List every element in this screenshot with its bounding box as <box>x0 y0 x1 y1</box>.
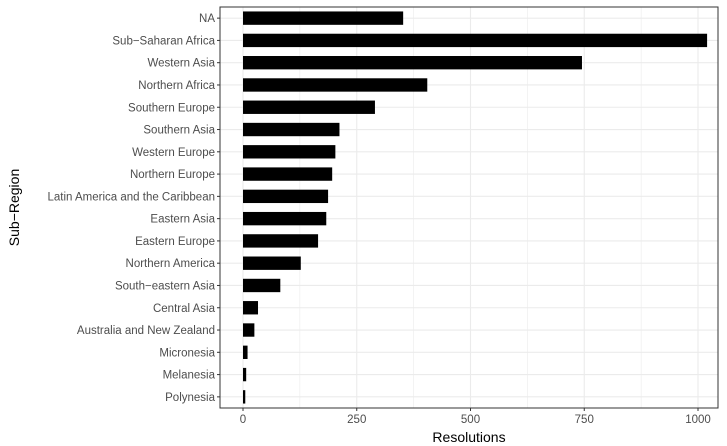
category-label: Central Asia <box>153 303 216 315</box>
category-label: Eastern Asia <box>150 214 215 226</box>
bar <box>243 56 582 70</box>
category-labels: NA Sub−Saharan Africa Western Asia Northern… <box>48 13 220 404</box>
bar <box>243 122 340 137</box>
bar <box>243 211 327 226</box>
category-label: Sub−Saharan Africa <box>112 35 215 47</box>
bar <box>243 301 259 315</box>
x-tick-label: 1000 <box>685 414 711 426</box>
x-tick-label: 500 <box>461 414 480 426</box>
category-label: Southern Asia <box>143 125 215 137</box>
bar <box>243 234 319 248</box>
bar <box>243 100 375 114</box>
category-label: Micronesia <box>159 347 215 359</box>
category-label: Eastern Europe <box>135 236 215 248</box>
bars <box>243 11 708 404</box>
bar <box>243 11 404 25</box>
bar <box>243 256 301 270</box>
bar <box>243 278 281 293</box>
y-axis-title: Sub−Region <box>6 169 22 246</box>
bar <box>243 33 708 48</box>
bar <box>243 145 336 159</box>
bar <box>243 167 333 181</box>
category-label: Northern Africa <box>138 80 215 92</box>
bar <box>243 78 428 92</box>
category-label: Latin America and the Caribbean <box>48 191 216 203</box>
panel-border <box>219 6 719 409</box>
x-tick-label: 250 <box>347 414 366 426</box>
category-label: NA <box>199 13 215 25</box>
category-label: Australia and New Zealand <box>77 325 215 337</box>
category-label: South−eastern Asia <box>115 280 216 292</box>
x-axis-ticks: 0 250 500 750 1000 <box>240 408 711 426</box>
category-label: Western Asia <box>147 58 215 70</box>
x-axis-title: Resolutions <box>432 429 505 445</box>
category-label: Northern Europe <box>130 169 215 181</box>
category-label: Melanesia <box>163 370 216 382</box>
category-label: Northern America <box>126 258 216 270</box>
x-tick-label: 0 <box>240 414 246 426</box>
category-label: Western Europe <box>132 147 215 159</box>
category-label: Polynesia <box>165 392 215 404</box>
bar <box>243 189 329 204</box>
bar <box>243 323 255 337</box>
bar <box>243 345 248 359</box>
category-label: Southern Europe <box>128 102 215 114</box>
bar <box>243 367 247 382</box>
x-tick-label: 750 <box>575 414 594 426</box>
bar <box>243 390 246 404</box>
